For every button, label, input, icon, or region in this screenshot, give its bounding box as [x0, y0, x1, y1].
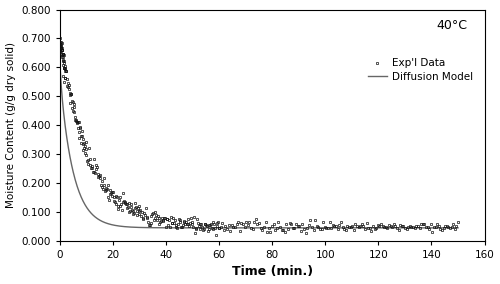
X-axis label: Time (min.): Time (min.)	[232, 266, 312, 278]
Legend: Exp'l Data, Diffusion Model: Exp'l Data, Diffusion Model	[366, 57, 475, 84]
Y-axis label: Moisture Content (g/g dry solid): Moisture Content (g/g dry solid)	[6, 42, 16, 208]
Text: 40°C: 40°C	[436, 19, 468, 32]
